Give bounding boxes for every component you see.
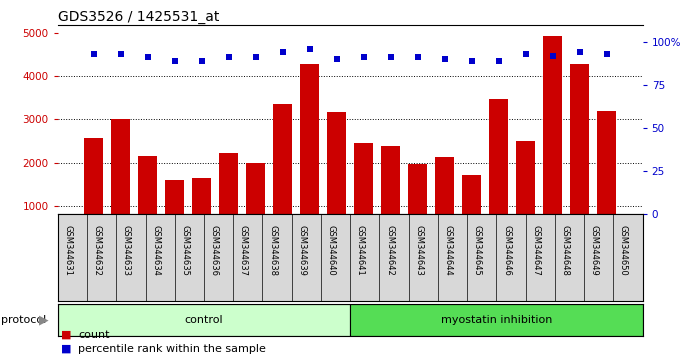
Text: GSM344634: GSM344634 [151, 224, 160, 275]
Text: GSM344633: GSM344633 [122, 224, 131, 275]
Point [493, 58, 504, 64]
Point [466, 58, 477, 64]
Text: GSM344646: GSM344646 [502, 224, 511, 275]
Text: percentile rank within the sample: percentile rank within the sample [78, 344, 266, 354]
Bar [327, 112, 346, 249]
Bar [165, 180, 184, 249]
Point [223, 55, 234, 60]
Point [250, 55, 261, 60]
Bar [381, 146, 400, 249]
Text: GSM344644: GSM344644 [443, 224, 453, 275]
Text: GSM344635: GSM344635 [180, 224, 189, 275]
Point [142, 55, 153, 60]
Bar [112, 120, 131, 249]
Text: GSM344636: GSM344636 [209, 224, 219, 275]
Bar [301, 64, 319, 249]
Text: GSM344639: GSM344639 [297, 224, 307, 275]
Point [386, 55, 396, 60]
Point [601, 51, 612, 57]
Bar [220, 153, 238, 249]
Text: GSM344645: GSM344645 [473, 224, 482, 275]
Point [116, 51, 126, 57]
Bar [543, 35, 562, 249]
Bar [516, 141, 535, 249]
Text: count: count [78, 330, 109, 339]
Text: GSM344648: GSM344648 [560, 224, 570, 275]
Bar [192, 178, 211, 249]
Bar [354, 143, 373, 249]
Bar [246, 164, 265, 249]
Text: GSM344631: GSM344631 [63, 224, 72, 275]
Point [547, 53, 558, 59]
Text: GDS3526 / 1425531_at: GDS3526 / 1425531_at [58, 10, 219, 24]
Bar [489, 99, 508, 249]
Text: ▶: ▶ [39, 314, 49, 327]
Text: GSM344642: GSM344642 [385, 224, 394, 275]
Text: GSM344643: GSM344643 [414, 224, 423, 275]
Text: GSM344647: GSM344647 [531, 224, 541, 275]
Bar [138, 156, 157, 249]
Text: GSM344641: GSM344641 [356, 224, 365, 275]
Bar [462, 175, 481, 249]
Bar [408, 164, 427, 249]
Point [277, 50, 288, 55]
Bar [435, 157, 454, 249]
Bar [597, 111, 616, 249]
Point [88, 51, 99, 57]
Text: GSM344649: GSM344649 [590, 224, 598, 275]
Bar [570, 63, 589, 249]
Point [304, 46, 315, 52]
Bar [350, 304, 643, 336]
Text: GSM344632: GSM344632 [92, 224, 102, 275]
Point [574, 50, 585, 55]
Bar [58, 304, 350, 336]
Bar [84, 138, 103, 249]
Point [520, 51, 531, 57]
Text: GSM344650: GSM344650 [619, 224, 628, 275]
Text: control: control [185, 315, 223, 325]
Text: GSM344637: GSM344637 [239, 224, 248, 275]
Point [169, 58, 180, 64]
Bar [273, 104, 292, 249]
Point [331, 56, 342, 62]
Text: ■: ■ [61, 330, 71, 339]
Point [358, 55, 369, 60]
Point [412, 55, 423, 60]
Point [439, 56, 450, 62]
Text: GSM344638: GSM344638 [268, 224, 277, 275]
Point [197, 58, 207, 64]
Text: protocol: protocol [1, 315, 47, 325]
Text: GSM344640: GSM344640 [326, 224, 336, 275]
Text: ■: ■ [61, 344, 71, 354]
Text: myostatin inhibition: myostatin inhibition [441, 315, 552, 325]
